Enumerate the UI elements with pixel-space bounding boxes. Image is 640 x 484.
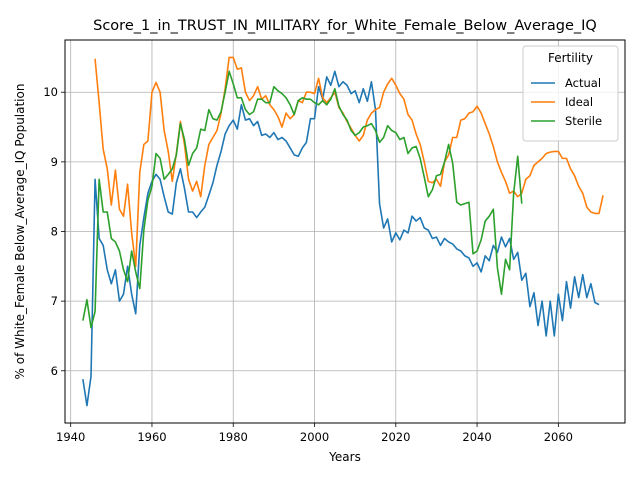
y-axis-label: % of White_Female Below_Average_IQ Popul…	[13, 84, 27, 380]
x-tick-label: 1940	[56, 430, 85, 444]
legend-label-sterile: Sterile	[565, 114, 602, 128]
x-axis-label: Years	[328, 450, 361, 464]
y-tick-label: 7	[51, 294, 58, 308]
y-tick-label: 8	[51, 225, 58, 239]
legend-label-ideal: Ideal	[565, 95, 593, 109]
x-tick-label: 2060	[544, 430, 573, 444]
legend-label-actual: Actual	[565, 76, 601, 90]
chart-title: Score_1_in_TRUST_IN_MILITARY_for_White_F…	[93, 18, 597, 34]
y-tick-label: 10	[43, 85, 58, 99]
x-tick-label: 1980	[219, 430, 248, 444]
x-tick-label: 2020	[381, 430, 410, 444]
y-axis-ticks: 6 7 8 9 10	[43, 85, 65, 378]
series-line-sterile	[82, 70, 523, 329]
series-line-actual	[82, 70, 600, 407]
x-tick-label: 2040	[462, 430, 491, 444]
y-tick-label: 9	[51, 155, 58, 169]
legend: Fertility Actual Ideal Sterile	[522, 45, 619, 142]
y-tick-label: 6	[51, 364, 58, 378]
legend-box	[522, 45, 619, 142]
series-lines	[82, 56, 604, 407]
x-axis-ticks: 1940 1960 1980 2000 2020 2040 2060	[56, 423, 573, 444]
x-tick-label: 2000	[300, 430, 329, 444]
legend-title: Fertility	[548, 51, 593, 65]
x-tick-label: 1960	[137, 430, 166, 444]
grid-lines	[65, 40, 625, 423]
